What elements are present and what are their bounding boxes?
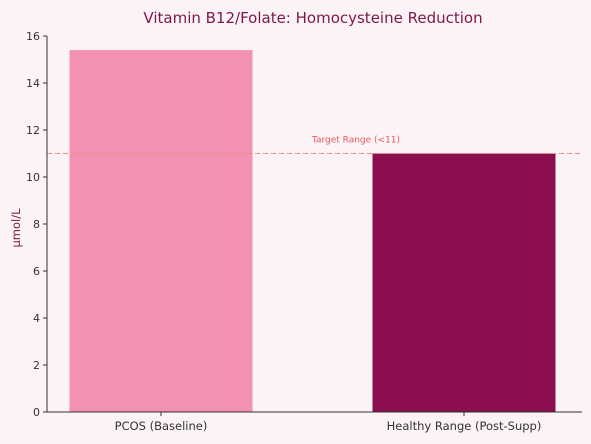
bar-1 — [69, 50, 253, 412]
y-tick-label-14: 14 — [26, 77, 40, 90]
plot-area: Target Range (<11) 0 2 4 6 8 10 12 14 16 PCOS (Bas… — [26, 30, 582, 433]
target-reference-label: Target Range (<11) — [311, 136, 400, 146]
bar-2 — [372, 153, 556, 412]
y-tick-label-10: 10 — [26, 171, 40, 184]
y-tick-label-4: 4 — [33, 312, 40, 325]
y-tick-label-0: 0 — [33, 406, 40, 419]
y-tick-label-12: 12 — [26, 124, 40, 137]
chart-title: Vitamin B12/Folate: Homocysteine Reducti… — [143, 9, 482, 27]
y-axis-label: μmol/L — [9, 208, 23, 248]
y-tick-label-6: 6 — [33, 265, 40, 278]
y-tick-label-8: 8 — [33, 218, 40, 231]
y-tick-label-16: 16 — [26, 30, 40, 43]
y-tick-label-2: 2 — [33, 359, 40, 372]
x-category-label-2: Healthy Range (Post-Supp) — [387, 419, 542, 433]
x-category-label-1: PCOS (Baseline) — [115, 419, 208, 433]
